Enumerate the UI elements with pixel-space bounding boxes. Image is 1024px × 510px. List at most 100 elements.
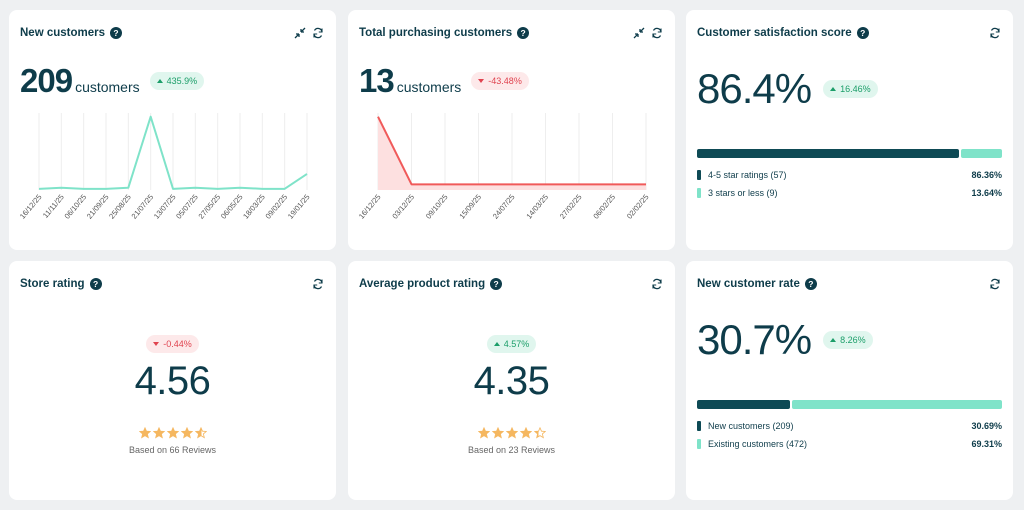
reviews-count: Based on 23 Reviews bbox=[467, 445, 556, 455]
arrow-up-icon bbox=[156, 79, 163, 83]
reviews-count: Based on 66 Reviews bbox=[128, 445, 217, 455]
arrow-up-icon bbox=[830, 338, 837, 342]
bar-segment-new bbox=[697, 400, 790, 409]
x-tick-label: 05/07/25 bbox=[174, 193, 200, 221]
x-tick-label: 16/12/25 bbox=[357, 193, 383, 221]
x-tick-label: 03/12/25 bbox=[390, 193, 416, 221]
help-icon[interactable]: ? bbox=[490, 278, 503, 290]
star-icon bbox=[180, 427, 193, 439]
metric-value: 13 bbox=[359, 62, 395, 99]
star-icon bbox=[519, 427, 532, 439]
x-tick-label: 09/10/25 bbox=[424, 193, 450, 221]
series-line bbox=[377, 116, 646, 186]
legend-label: 4-5 star ratings (57) bbox=[708, 170, 787, 180]
x-tick-label: 06/02/25 bbox=[591, 193, 617, 221]
change-badge: -0.44% bbox=[146, 335, 199, 353]
x-tick-label: 25/08/25 bbox=[107, 193, 133, 221]
x-tick-label: 09/02/25 bbox=[264, 193, 290, 221]
customer-rate-legend: New customers (209) 30.69% Existing cust… bbox=[697, 417, 1002, 453]
legend-swatch bbox=[697, 439, 701, 449]
series-line bbox=[38, 115, 308, 190]
legend-value: 30.69% bbox=[971, 421, 1002, 431]
arrow-up-icon bbox=[493, 342, 500, 346]
arrow-up-icon bbox=[830, 87, 837, 91]
card-title: Total purchasing customers bbox=[359, 27, 513, 39]
help-icon[interactable]: ? bbox=[517, 27, 530, 39]
x-tick-label: 02/02/25 bbox=[625, 193, 651, 221]
change-badge: -43.48% bbox=[471, 72, 529, 90]
x-tick-label: 16/12/25 bbox=[18, 193, 44, 221]
help-icon[interactable]: ? bbox=[110, 27, 123, 39]
satisfaction-bar bbox=[697, 149, 1002, 158]
customer-rate-bar bbox=[697, 400, 1002, 409]
legend-value: 86.36% bbox=[971, 170, 1002, 180]
new-customers-card: New customers ? 209 customers 435.9% 16/… bbox=[9, 10, 336, 250]
legend-value: 69.31% bbox=[971, 439, 1002, 449]
store-rating-card: Store rating ? -0.44% 4.56 Based on 66 R… bbox=[9, 261, 336, 500]
help-icon[interactable]: ? bbox=[804, 278, 817, 290]
x-tick-label: 21/09/25 bbox=[85, 193, 111, 221]
legend-item: 4-5 star ratings (57) 86.36% bbox=[697, 166, 1002, 184]
total-purchasing-card: Total purchasing customers ? 13 customer… bbox=[348, 10, 675, 250]
card-title: New customers bbox=[20, 27, 106, 39]
bar-segment-high bbox=[697, 149, 959, 158]
series-area bbox=[378, 116, 646, 190]
x-tick-label: 06/05/25 bbox=[219, 193, 245, 221]
x-tick-label: 19/01/25 bbox=[286, 193, 312, 221]
purchasing-customers-chart: 16/12/25 03/12/25 09/10/25 15/09/25 24/07/25… bbox=[348, 105, 675, 250]
card-title: Store rating bbox=[20, 278, 85, 290]
new-customers-chart: 16/12/25 11/11/25 06/10/25 21/09/25 25/08/25… bbox=[9, 105, 336, 250]
metric-value: 209 bbox=[20, 62, 73, 99]
refresh-icon[interactable] bbox=[651, 27, 663, 39]
change-badge: 4.57% bbox=[486, 335, 537, 353]
refresh-icon[interactable] bbox=[989, 278, 1001, 290]
new-customer-rate-card: New customer rate ? 30.7% 8.26% New cust… bbox=[686, 261, 1013, 500]
arrow-down-icon bbox=[153, 342, 160, 346]
star-icon bbox=[152, 427, 165, 439]
bar-segment-existing bbox=[791, 400, 1002, 409]
legend-label: 3 stars or less (9) bbox=[708, 188, 778, 198]
change-badge: 16.46% bbox=[823, 80, 878, 98]
star-icon bbox=[505, 427, 518, 439]
card-title: New customer rate bbox=[697, 278, 800, 290]
help-icon[interactable]: ? bbox=[89, 278, 102, 290]
satisfaction-legend: 4-5 star ratings (57) 86.36% 3 stars or … bbox=[697, 166, 1002, 202]
collapse-icon[interactable] bbox=[294, 27, 306, 39]
collapse-icon[interactable] bbox=[633, 27, 645, 39]
x-tick-label: 14/03/25 bbox=[524, 193, 550, 221]
help-icon[interactable]: ? bbox=[856, 27, 869, 39]
legend-label: New customers (209) bbox=[708, 421, 794, 431]
x-tick-label: 15/09/25 bbox=[457, 193, 483, 221]
metric-value: 30.7% bbox=[697, 316, 812, 363]
metric-value: 86.4% bbox=[697, 65, 812, 112]
legend-value: 13.64% bbox=[971, 188, 1002, 198]
refresh-icon[interactable] bbox=[651, 278, 663, 290]
legend-item: New customers (209) 30.69% bbox=[697, 417, 1002, 435]
star-icon bbox=[491, 427, 504, 439]
rating-value: 4.56 bbox=[134, 359, 211, 403]
legend-item: 3 stars or less (9) 13.64% bbox=[697, 184, 1002, 202]
bar-segment-low bbox=[960, 149, 1002, 158]
legend-item: Existing customers (472) 69.31% bbox=[697, 435, 1002, 453]
x-tick-label: 18/03/25 bbox=[241, 193, 267, 221]
satisfaction-card: Customer satisfaction score ? 86.4% 16.4… bbox=[686, 10, 1013, 250]
star-icon bbox=[166, 427, 179, 439]
metric-unit: customers bbox=[75, 79, 140, 95]
x-tick-label: 13/07/25 bbox=[152, 193, 178, 221]
rating-value: 4.35 bbox=[473, 359, 550, 403]
star-rating bbox=[138, 427, 207, 439]
star-icon bbox=[477, 427, 490, 439]
x-tick-label: 06/10/25 bbox=[63, 193, 89, 221]
star-icon bbox=[138, 427, 151, 439]
change-badge: 435.9% bbox=[149, 72, 205, 90]
refresh-icon[interactable] bbox=[312, 278, 324, 290]
star-rating bbox=[477, 427, 546, 439]
refresh-icon[interactable] bbox=[989, 27, 1001, 39]
refresh-icon[interactable] bbox=[312, 27, 324, 39]
star-icon bbox=[194, 427, 207, 439]
legend-label: Existing customers (472) bbox=[708, 439, 808, 449]
arrow-down-icon bbox=[478, 79, 485, 83]
card-title: Customer satisfaction score bbox=[697, 27, 852, 39]
change-badge: 8.26% bbox=[823, 331, 873, 349]
